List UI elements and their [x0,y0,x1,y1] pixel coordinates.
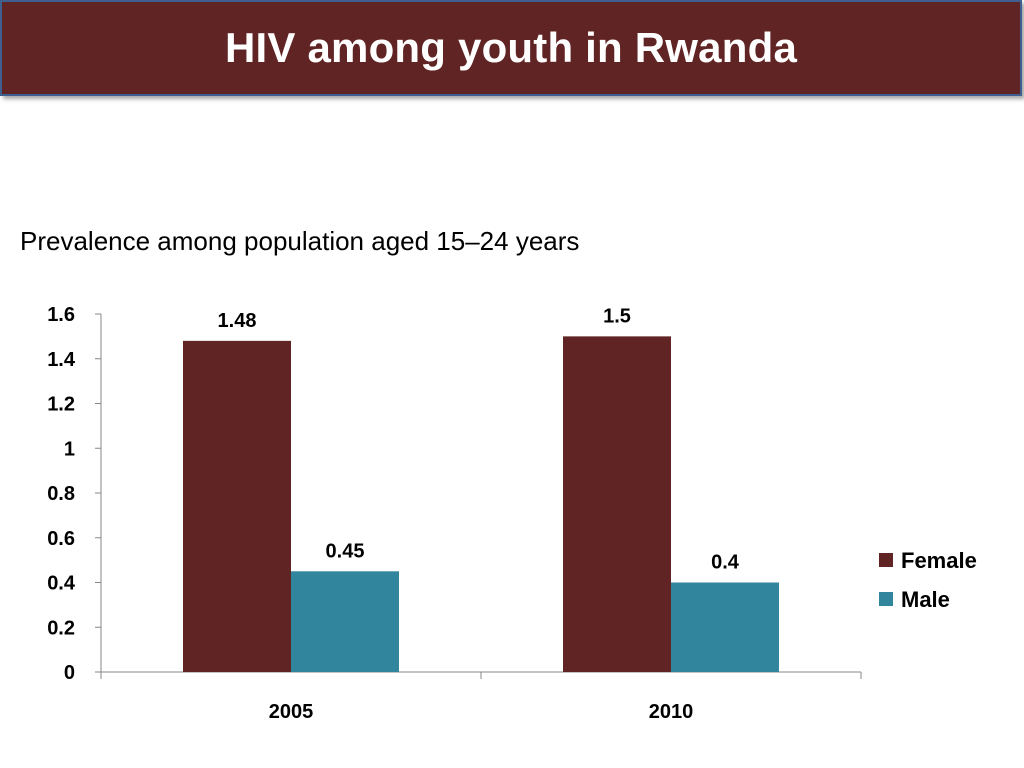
legend-label: Male [901,587,950,612]
y-tick-label: 1.4 [47,349,76,371]
x-category-label: 2010 [649,701,694,723]
y-tick-label: 1.6 [47,304,75,326]
bar-male-2010 [671,582,779,672]
data-label: 1.5 [603,305,631,327]
y-tick-label: 1 [64,438,75,460]
title-bar: HIV among youth in Rwanda [0,0,1022,96]
y-tick-label: 0.4 [47,573,76,595]
y-tick-label: 0.2 [47,617,75,639]
legend-swatch-female [879,553,893,567]
x-category-label: 2005 [269,701,314,723]
legend-swatch-male [879,592,893,606]
y-tick-label: 0.6 [47,528,75,550]
data-label: 0.4 [711,552,740,574]
bar-male-2005 [291,571,399,672]
y-tick-label: 0 [64,662,75,684]
slide-title: HIV among youth in Rwanda [224,24,798,71]
bar-female-2010 [563,336,671,672]
legend-label: Female [901,548,977,573]
chart-subtitle: Prevalence among population aged 15–24 y… [20,226,580,256]
y-tick-label: 1.2 [47,394,75,416]
bar-female-2005 [183,340,291,672]
data-label: 1.48 [218,310,257,332]
y-tick-label: 0.8 [47,483,75,505]
data-label: 0.45 [326,540,365,562]
